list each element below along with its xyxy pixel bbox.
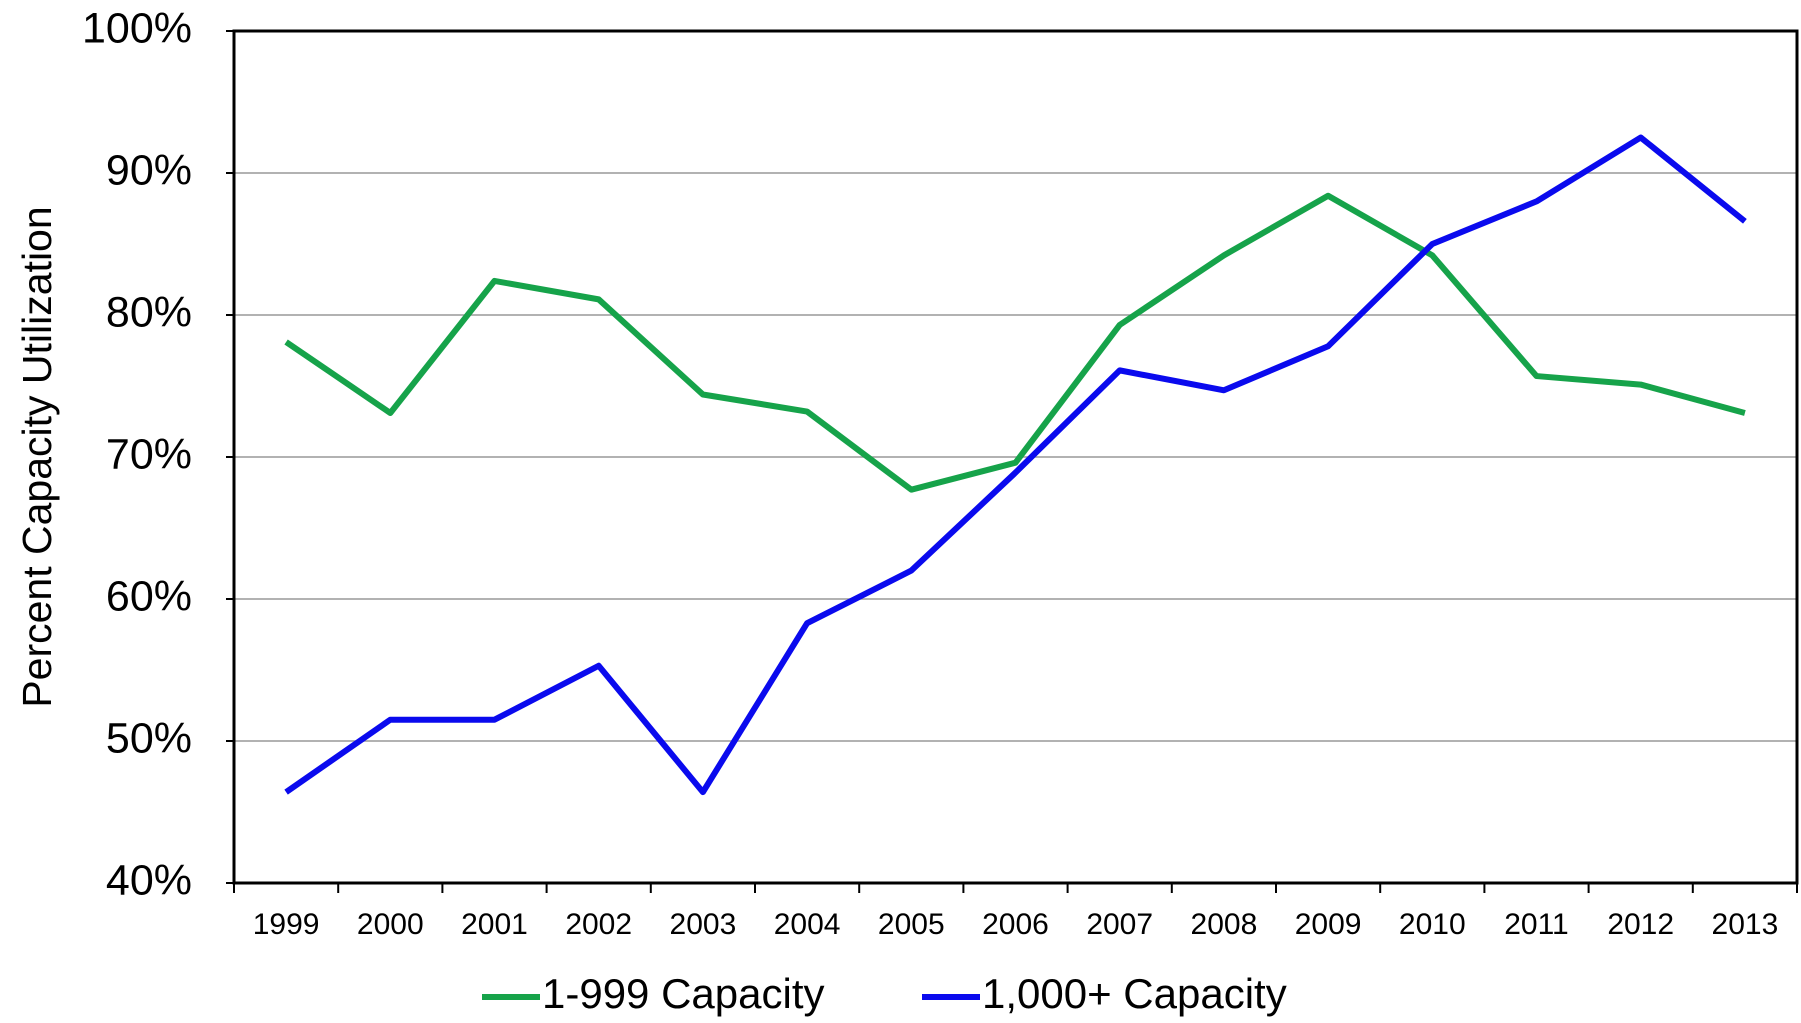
series-line	[284, 134, 1747, 796]
x-tick-label: 2012	[1607, 908, 1674, 941]
x-tick-label: 2000	[357, 908, 424, 941]
series-line	[284, 192, 1746, 493]
y-tick-label: 90%	[106, 146, 192, 194]
y-tick-label: 40%	[106, 856, 192, 904]
x-tick-label: 2009	[1295, 908, 1362, 941]
x-tick-label: 2004	[774, 908, 841, 941]
x-tick-label: 2005	[878, 908, 945, 941]
y-tick-label: 60%	[106, 572, 192, 620]
y-axis-label: Percent Capacity Utilization	[14, 206, 60, 707]
plot-border	[232, 29, 1799, 885]
x-tick-label: 2006	[982, 908, 1049, 941]
x-tick-label: 2002	[565, 908, 632, 941]
x-tick-label: 2007	[1086, 908, 1153, 941]
x-tick-label: 2008	[1191, 908, 1258, 941]
legend-label: 1,000+ Capacity	[982, 970, 1287, 1017]
y-tick-label: 80%	[106, 288, 192, 336]
x-tick-label: 2003	[670, 908, 737, 941]
y-tick-label: 50%	[106, 714, 192, 762]
y-tick-label: 70%	[106, 430, 192, 478]
y-tick-label: 100%	[82, 4, 192, 52]
legend-label: 1-999 Capacity	[542, 970, 825, 1017]
x-tick-label: 1999	[253, 908, 320, 941]
x-tick-label: 2011	[1504, 908, 1569, 941]
x-tick-label: 2013	[1712, 908, 1779, 941]
x-tick-label: 2010	[1399, 908, 1466, 941]
x-tick-label: 2001	[461, 908, 528, 941]
